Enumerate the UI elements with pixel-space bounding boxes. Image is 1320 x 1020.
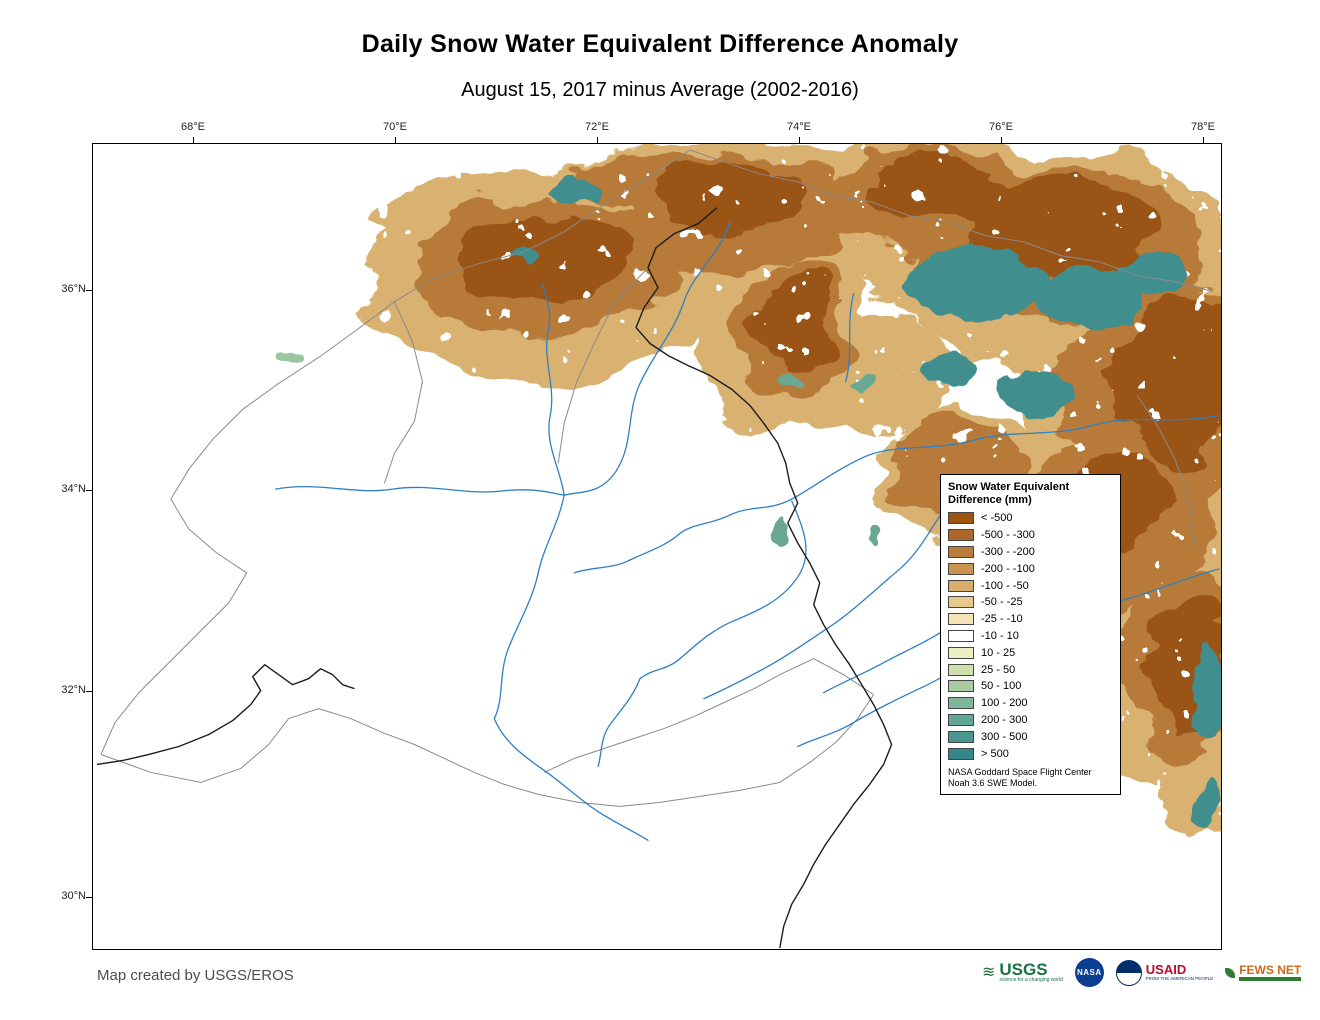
fewsnet-logo-text: FEWS NET bbox=[1239, 962, 1302, 977]
legend-row: 10 - 25 bbox=[948, 644, 1113, 661]
legend-row: -10 - 10 bbox=[948, 628, 1113, 645]
legend-swatch bbox=[948, 747, 974, 760]
legend-rows: < -500 -500 - -300 -300 - -200 -200 - -1… bbox=[948, 510, 1113, 762]
usaid-seal-icon bbox=[1115, 959, 1142, 986]
legend-title-line1: Snow Water Equivalent bbox=[948, 481, 1070, 493]
usaid-tagline: FROM THE AMERICAN PEOPLE bbox=[1145, 976, 1214, 981]
logos: ≋ USGS science for a changing world NASA… bbox=[982, 958, 1302, 987]
legend-row: -500 - -300 bbox=[948, 527, 1113, 544]
legend-label: 25 - 50 bbox=[981, 663, 1016, 676]
legend-label: 100 - 200 bbox=[981, 697, 1028, 710]
legend-note-line1: NASA Goddard Space Flight Center bbox=[948, 766, 1092, 777]
legend-row: 100 - 200 bbox=[948, 695, 1113, 712]
legend-label: -300 - -200 bbox=[981, 545, 1035, 558]
usaid-logo-text: USAID bbox=[1145, 962, 1187, 977]
usgs-tagline: science for a changing world bbox=[999, 977, 1063, 983]
legend-row: 25 - 50 bbox=[948, 661, 1113, 678]
legend-label: 50 - 100 bbox=[981, 680, 1022, 693]
nasa-meatball-icon: NASA bbox=[1074, 958, 1104, 987]
legend-row: 200 - 300 bbox=[948, 712, 1113, 729]
legend-row: < -500 bbox=[948, 510, 1113, 527]
usgs-logo-text: USGS bbox=[999, 960, 1048, 979]
legend-swatch bbox=[948, 579, 974, 592]
legend-swatch bbox=[948, 730, 974, 743]
legend-swatch bbox=[948, 562, 974, 575]
legend-row: -200 - -100 bbox=[948, 560, 1113, 577]
nasa-logo: NASA bbox=[1074, 958, 1104, 987]
x-tick-label: 70°E bbox=[383, 121, 407, 133]
y-tick-label: 32°N bbox=[61, 684, 86, 696]
legend-row: -100 - -50 bbox=[948, 577, 1113, 594]
tick-mark bbox=[86, 691, 92, 692]
legend-swatch bbox=[948, 629, 974, 642]
legend-row: 50 - 100 bbox=[948, 678, 1113, 695]
legend-swatch bbox=[948, 512, 974, 525]
usaid-logo: USAID FROM THE AMERICAN PEOPLE bbox=[1115, 959, 1214, 986]
legend-label: -50 - -25 bbox=[981, 596, 1023, 609]
legend-row: 300 - 500 bbox=[948, 728, 1113, 745]
legend-swatch bbox=[948, 663, 974, 676]
tick-mark bbox=[597, 137, 598, 143]
tick-mark bbox=[193, 137, 194, 143]
legend-swatch bbox=[948, 680, 974, 693]
legend-label: < -500 bbox=[981, 512, 1013, 525]
legend-label: -200 - -100 bbox=[981, 562, 1035, 575]
country-border bbox=[96, 207, 893, 949]
tick-mark bbox=[86, 290, 92, 291]
tick-mark bbox=[86, 490, 92, 491]
map-canvas bbox=[96, 144, 1221, 949]
tick-mark bbox=[1001, 137, 1002, 143]
legend-label: -500 - -300 bbox=[981, 529, 1035, 542]
legend-swatch bbox=[948, 713, 974, 726]
legend-label: -100 - -50 bbox=[981, 579, 1029, 592]
x-tick-label: 76°E bbox=[989, 121, 1013, 133]
legend-swatch bbox=[948, 613, 974, 626]
legend-swatch bbox=[948, 545, 974, 558]
y-tick-label: 30°N bbox=[61, 890, 86, 902]
legend-swatch bbox=[948, 646, 974, 659]
legend-label: -25 - -10 bbox=[981, 613, 1023, 626]
tick-mark bbox=[395, 137, 396, 143]
legend-row: -50 - -25 bbox=[948, 594, 1113, 611]
legend-row: > 500 bbox=[948, 745, 1113, 762]
fewsnet-leaf-icon bbox=[1225, 967, 1236, 978]
legend-label: 300 - 500 bbox=[981, 730, 1028, 743]
x-tick-label: 72°E bbox=[585, 121, 609, 133]
legend-label: > 500 bbox=[981, 747, 1009, 760]
legend-row: -300 - -200 bbox=[948, 544, 1113, 561]
rivers bbox=[275, 221, 1220, 841]
tick-mark bbox=[86, 897, 92, 898]
x-tick-label: 74°E bbox=[787, 121, 811, 133]
usgs-logo: ≋ USGS science for a changing world bbox=[982, 960, 1063, 983]
map-subtitle: August 15, 2017 minus Average (2002-2016… bbox=[461, 79, 859, 101]
fewsnet-banner bbox=[1239, 976, 1302, 981]
terrain-positive-anomaly bbox=[276, 180, 1221, 831]
legend-row: -25 - -10 bbox=[948, 611, 1113, 628]
map-credit: Map created by USGS/EROS bbox=[97, 967, 294, 984]
legend-note-line2: Noah 3.6 SWE Model. bbox=[948, 777, 1038, 788]
y-tick-label: 34°N bbox=[61, 483, 86, 495]
x-tick-label: 68°E bbox=[181, 121, 205, 133]
legend-label: 10 - 25 bbox=[981, 646, 1016, 659]
basin-boundaries bbox=[100, 149, 1214, 807]
legend-label: -10 - 10 bbox=[981, 629, 1019, 642]
fewsnet-logo: FEWS NET bbox=[1225, 962, 1302, 981]
tick-mark bbox=[1203, 137, 1204, 143]
legend-swatch bbox=[948, 697, 974, 710]
map bbox=[92, 143, 1222, 950]
y-tick-label: 36°N bbox=[61, 283, 86, 295]
legend-label: 200 - 300 bbox=[981, 713, 1028, 726]
x-tick-label: 78°E bbox=[1191, 121, 1215, 133]
usgs-wave-icon: ≋ bbox=[982, 963, 996, 981]
legend: Snow Water Equivalent Difference (mm) < … bbox=[940, 474, 1121, 795]
legend-swatch bbox=[948, 529, 974, 542]
tick-mark bbox=[799, 137, 800, 143]
legend-title-line2: Difference (mm) bbox=[948, 494, 1032, 506]
legend-swatch bbox=[948, 596, 974, 609]
map-title: Daily Snow Water Equivalent Difference A… bbox=[361, 30, 959, 58]
